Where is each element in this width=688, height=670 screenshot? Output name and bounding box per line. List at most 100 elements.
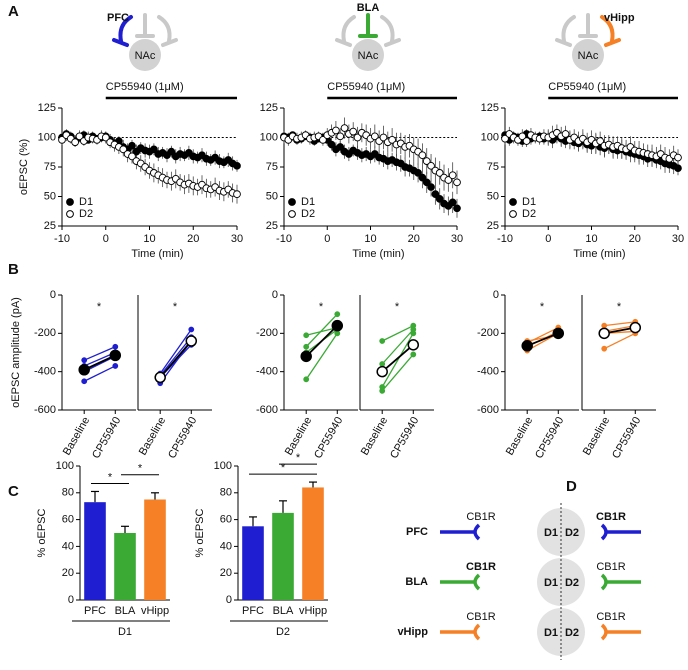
cb1r-label: CB1R — [596, 611, 625, 623]
d2-label: D2 — [565, 577, 579, 589]
legend-marker — [66, 198, 74, 206]
target-label: NAc — [135, 50, 156, 62]
cell-point — [81, 357, 88, 364]
data-point — [435, 169, 444, 177]
drug-label: CP55940 (1μM) — [106, 81, 184, 93]
terminal — [161, 38, 178, 47]
region-label: vHipp — [604, 12, 635, 24]
legend-marker — [509, 210, 517, 218]
y-tick-label: 60 — [220, 514, 232, 526]
mean-point — [109, 349, 122, 362]
mean-point — [521, 340, 533, 352]
x-tick-label: 20 — [629, 233, 641, 245]
cell-point — [303, 332, 310, 339]
projection — [118, 15, 133, 43]
nac-circle — [572, 39, 604, 71]
cell-point — [81, 378, 88, 385]
x-tick-label: 30 — [231, 233, 243, 245]
data-point — [119, 145, 128, 154]
mean-point — [629, 321, 642, 334]
cell-point — [188, 326, 195, 333]
d1-label: D1 — [544, 527, 558, 539]
y-tick-label: -200 — [256, 327, 278, 339]
cell-circle — [537, 558, 585, 606]
terminal-right — [600, 523, 641, 541]
projection — [157, 15, 172, 43]
legend-label: D2 — [79, 208, 93, 220]
terminal-right — [600, 573, 641, 591]
cell-line — [381, 325, 414, 342]
y-tick-label: -400 — [256, 366, 278, 378]
cell-line — [83, 346, 116, 361]
x-tick-label: Baseline — [61, 415, 92, 458]
data-point — [418, 151, 427, 160]
bar — [84, 502, 106, 600]
mean-point — [552, 327, 565, 340]
y-tick-label: -200 — [34, 327, 56, 339]
data-point — [674, 153, 682, 162]
target-label: NAc — [358, 50, 379, 62]
legend-label: D1 — [79, 196, 93, 208]
x-tick-label: Baseline — [359, 415, 390, 458]
projection — [561, 15, 576, 43]
x-tick-label: -10 — [276, 233, 292, 245]
x-tick-label: 20 — [408, 233, 420, 245]
projection — [380, 15, 395, 43]
y-tick-label: 75 — [44, 161, 56, 173]
x-tick-label: CP55940 — [312, 415, 345, 461]
bar — [144, 499, 166, 600]
y-tick-label: 0 — [226, 594, 232, 606]
d2-label: D2 — [565, 627, 579, 639]
mean-line — [305, 325, 338, 357]
y-tick-label: 100 — [214, 460, 232, 472]
cell-line — [159, 336, 192, 376]
legend-marker — [288, 210, 296, 218]
terminal — [384, 38, 401, 47]
group-label: D1 — [118, 626, 132, 638]
cell-line — [305, 313, 338, 348]
data-point — [518, 132, 527, 141]
x-tick-label: Baseline — [137, 415, 168, 458]
y-tick-label: 60 — [62, 514, 74, 526]
x-tick-label: PFC — [242, 605, 264, 617]
data-point — [349, 127, 358, 136]
bar — [114, 533, 136, 600]
bar — [272, 512, 294, 600]
legend-label: D2 — [301, 208, 315, 220]
mean-point — [78, 364, 90, 376]
y-tick-label: 25 — [487, 220, 499, 232]
y-tick-label: 80 — [220, 487, 232, 499]
y-axis-label: oEPSC (%) — [18, 139, 30, 195]
x-tick-label: -10 — [497, 233, 513, 245]
d2-label: D2 — [565, 527, 579, 539]
y-tick-label: 125 — [481, 102, 499, 114]
x-tick-label: Baseline — [504, 415, 535, 458]
terminal — [604, 38, 621, 47]
significance-star: * — [97, 301, 102, 313]
drug-label: CP55940 (1μM) — [548, 81, 626, 93]
y-tick-label: 0 — [272, 289, 278, 301]
y-axis-label: % oEPSC — [194, 508, 206, 557]
region-label: PFC — [107, 12, 129, 24]
panel-label: D — [566, 478, 577, 495]
cell-point — [410, 322, 417, 329]
legend-marker — [288, 198, 296, 206]
region-label: PFC — [406, 526, 428, 538]
data-point — [427, 183, 435, 191]
mean-point — [376, 365, 388, 378]
panel-label: C — [8, 483, 19, 500]
significance-star: * — [173, 301, 178, 313]
y-tick-label: 100 — [481, 131, 499, 143]
x-tick-label: 10 — [143, 233, 155, 245]
data-point — [336, 143, 345, 151]
x-tick-label: -10 — [54, 233, 70, 245]
x-tick-label: Baseline — [581, 415, 612, 458]
data-point — [340, 124, 349, 132]
x-tick-label: CP55940 — [533, 415, 566, 461]
cell-line — [83, 365, 116, 382]
data-point — [422, 178, 431, 187]
terminal-left — [440, 623, 481, 641]
d1-label: D1 — [544, 627, 558, 639]
x-tick-label: BLA — [115, 605, 136, 617]
data-point — [233, 190, 241, 198]
